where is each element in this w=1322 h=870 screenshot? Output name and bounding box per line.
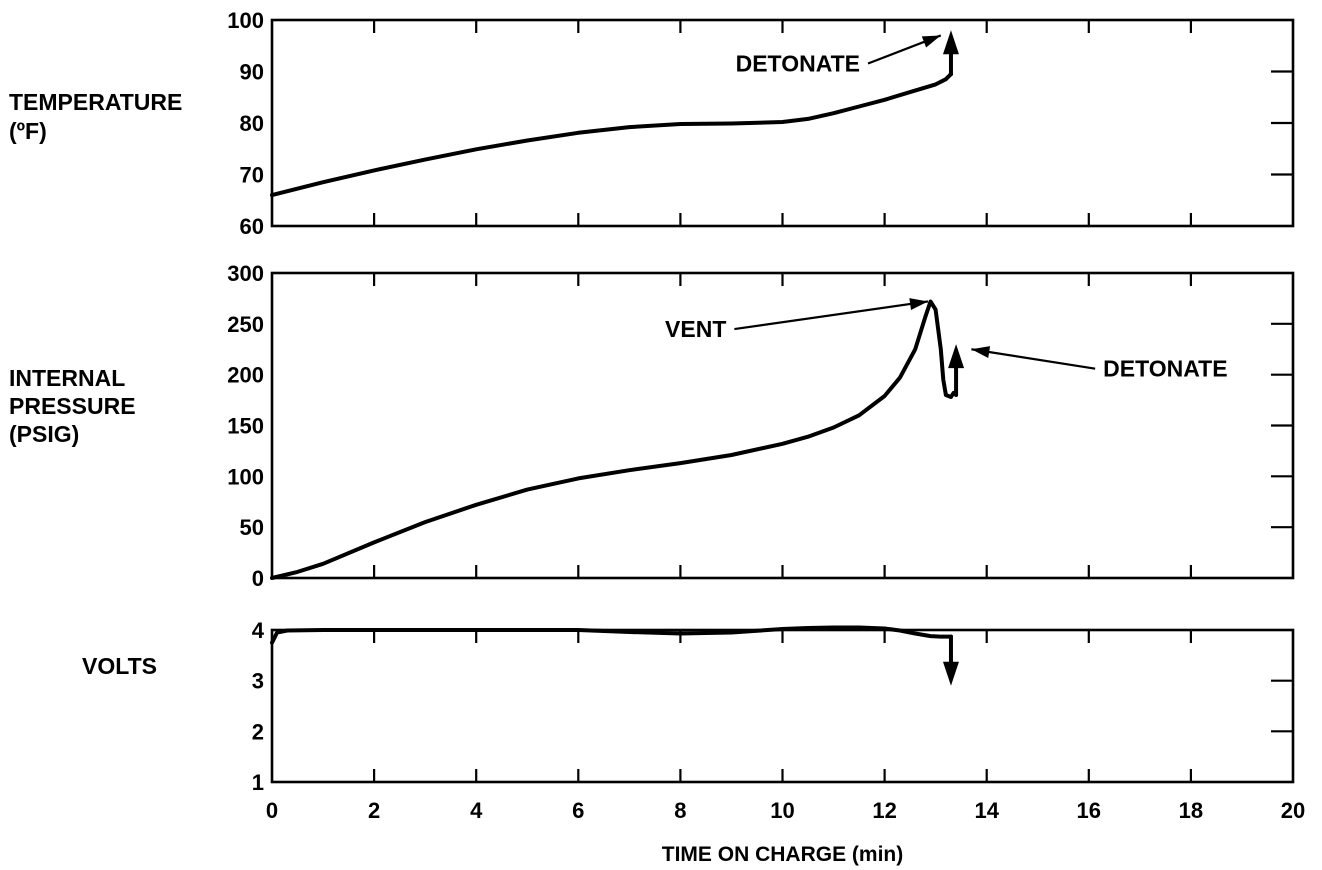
y-tick-label: 4: [252, 618, 265, 643]
x-tick-label: 8: [674, 798, 686, 823]
series-line: [270, 625, 953, 645]
y-axis-label: (ºF): [9, 118, 47, 144]
annotations: DETONATE VENT DETONATE: [665, 34, 1228, 382]
annotation-arrow-head: [921, 35, 941, 48]
y-tick-label: 0: [252, 566, 264, 591]
x-tick-label: 4: [470, 798, 483, 823]
x-axis-label: TIME ON CHARGE (min): [662, 843, 904, 866]
y-axis-label: PRESSURE: [9, 393, 136, 419]
series-line: [270, 299, 956, 580]
y-tick-label: 250: [227, 312, 264, 337]
x-tick-label: 0: [266, 798, 278, 823]
annotation-arrow-head: [909, 298, 928, 310]
plot-frame: [270, 628, 1295, 784]
tick-marks: [373, 20, 1293, 782]
y-tick-label: 60: [240, 214, 264, 239]
y-tick-label: 50: [240, 515, 264, 540]
annotation-arrow-line: [734, 300, 929, 331]
x-tick-label: 10: [770, 798, 794, 823]
y-tick-label: 150: [227, 414, 264, 439]
annotation-arrow-line: [971, 348, 1096, 370]
annotation-label: VENT: [665, 316, 726, 342]
y-tick-label: 90: [240, 60, 264, 85]
y-axis-label: TEMPERATURE: [9, 89, 182, 115]
end-arrow-head: [942, 661, 959, 686]
text-labels: 60708090100TEMPERATURE(ºF)05010015020025…: [9, 8, 1305, 866]
y-tick-label: 3: [252, 669, 264, 694]
x-tick-label: 2: [368, 798, 380, 823]
x-tick-label: 18: [1179, 798, 1203, 823]
y-tick-label: 100: [227, 464, 264, 489]
x-tick-label: 6: [572, 798, 584, 823]
y-axis-label: INTERNAL: [9, 365, 125, 391]
y-tick-label: 100: [227, 8, 264, 33]
annotation-arrow-head: [971, 346, 991, 358]
y-tick-label: 200: [227, 363, 264, 388]
y-tick-label: 80: [240, 111, 264, 136]
x-tick-label: 12: [872, 798, 896, 823]
y-axis-label: VOLTS: [82, 653, 157, 679]
y-tick-label: 1: [252, 770, 264, 795]
y-axis-label: (PSIG): [9, 421, 79, 447]
annotation-label: DETONATE: [736, 51, 860, 77]
data-curves: [270, 30, 965, 686]
end-arrow-head: [948, 344, 965, 369]
annotation-label: DETONATE: [1103, 356, 1227, 382]
x-tick-label: 16: [1077, 798, 1101, 823]
series-line: [270, 72, 953, 198]
plot-frame: [270, 271, 1295, 580]
y-tick-label: 2: [252, 719, 264, 744]
x-tick-label: 14: [974, 798, 999, 823]
y-tick-label: 300: [227, 261, 264, 286]
end-arrow-head: [942, 30, 959, 55]
panel-frames: [270, 18, 1295, 784]
x-tick-label: 20: [1281, 798, 1305, 823]
y-tick-label: 70: [240, 163, 264, 188]
